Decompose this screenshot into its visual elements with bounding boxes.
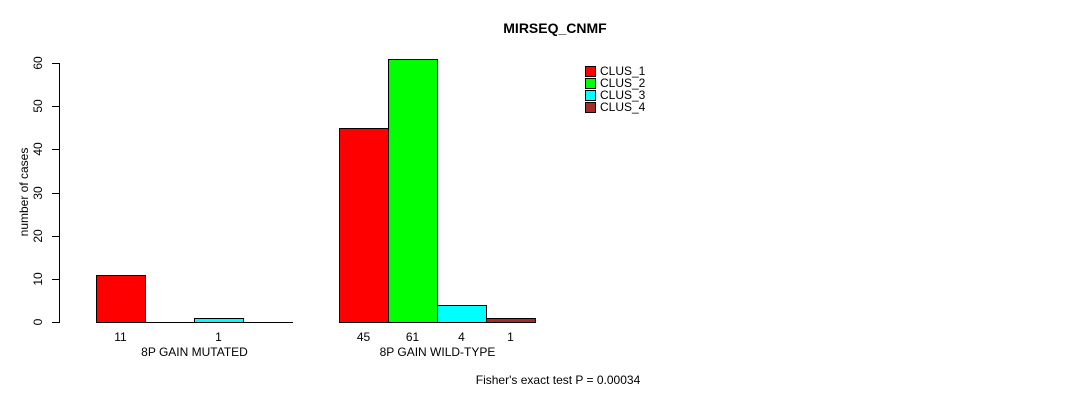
y-axis-tick-label: 40 [31,142,45,156]
y-axis-tick [52,106,59,107]
legend-swatch-clus-3-icon [585,89,596,101]
fisher-test-annotation: Fisher's exact test P = 0.00034 [475,373,641,387]
bar-value-label: 45 [356,330,371,344]
bar-clus-1 [96,274,146,323]
y-axis-tick-label: 50 [31,99,45,113]
y-axis-tick [52,322,59,323]
bar-value-label: 1 [507,330,514,344]
legend-label: CLUS_3 [600,88,646,102]
y-axis-tick-label: 10 [31,272,45,286]
bar-value-label: 11 [114,330,127,344]
bar-clus-1 [339,127,389,323]
y-axis-tick-label: 20 [31,229,45,243]
y-axis-tick-label: 60 [31,56,45,70]
legend-item: CLUS_2 [585,77,645,89]
y-axis-tick [52,193,59,194]
legend-label: CLUS_2 [600,76,646,90]
bar-clus-3 [194,317,244,323]
y-axis-tick-label: 0 [31,318,45,326]
bar-value-label: 1 [215,330,222,344]
bar-value-label: 61 [405,330,420,344]
legend-label: CLUS_1 [600,64,646,78]
category-label: 8P GAIN MUTATED [141,345,248,359]
legend-swatch-clus-4-icon [585,101,596,113]
y-axis-tick [52,63,59,64]
legend-label: CLUS_4 [600,100,646,114]
legend-item: CLUS_4 [585,101,645,113]
y-axis-tick-label: 30 [31,186,45,200]
legend-item: CLUS_1 [585,65,645,77]
legend-item: CLUS_3 [585,89,645,101]
category-label: 8P GAIN WILD-TYPE [379,345,496,359]
legend-swatch-clus-1-icon [585,65,596,77]
bar-clus-3 [437,304,487,323]
y-axis-label: number of cases [17,147,31,237]
legend: CLUS_1 CLUS_2 CLUS_3 CLUS_4 [585,65,645,113]
y-axis-line [59,63,60,323]
legend-swatch-clus-2-icon [585,77,596,89]
y-axis-tick [52,236,59,237]
bar-clus-2 [388,58,438,323]
chart-title: MIRSEQ_CNMF [503,20,607,36]
bar-value-label: 4 [458,330,465,344]
y-axis-tick [52,279,59,280]
y-axis-tick [52,149,59,150]
bar-clus-4 [486,317,536,323]
